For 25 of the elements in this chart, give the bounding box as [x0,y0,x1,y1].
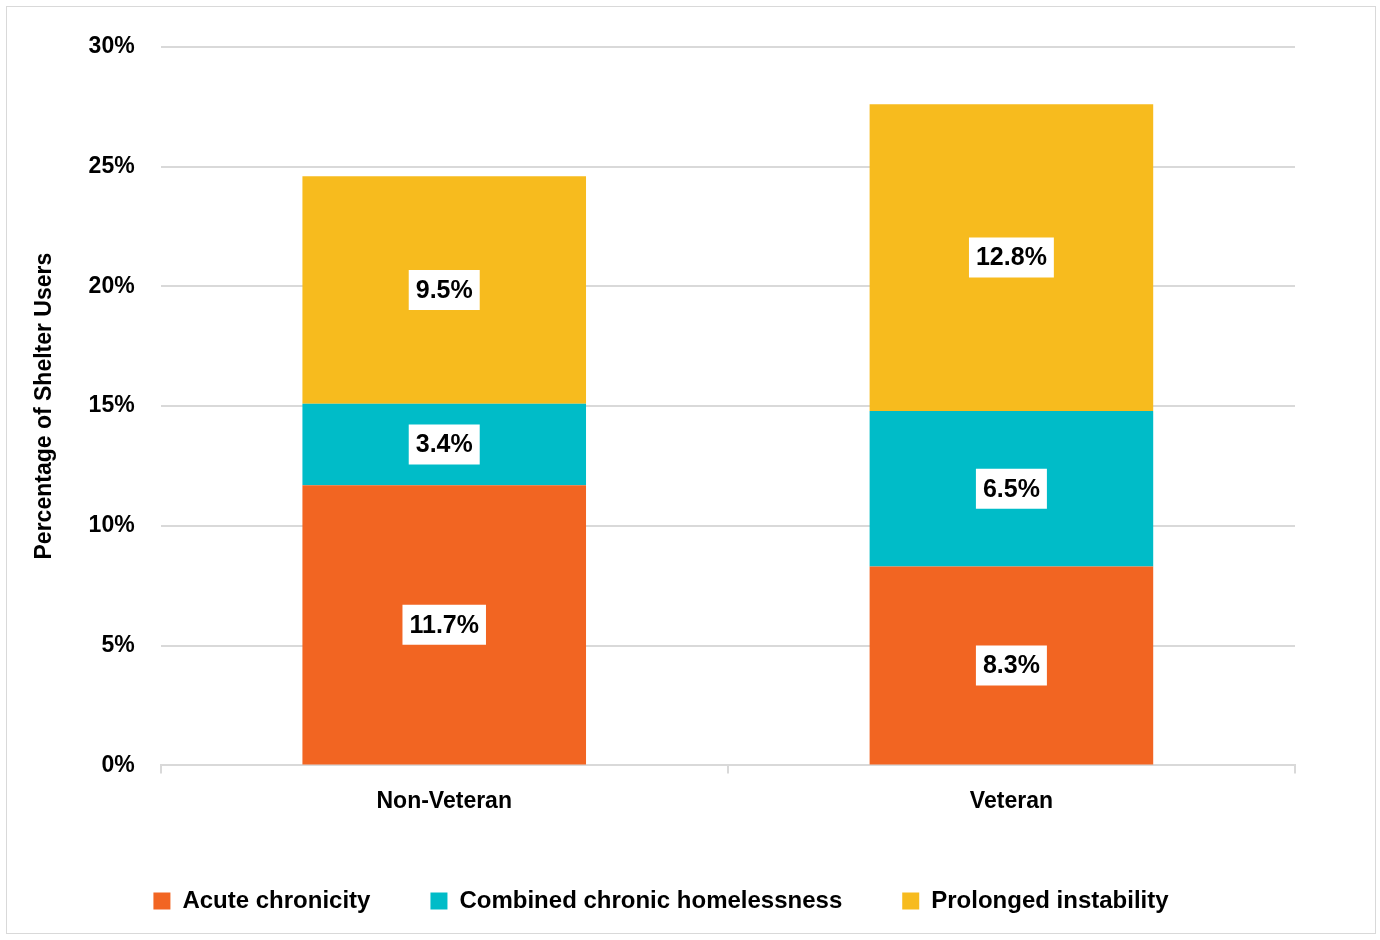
data-label: 12.8% [975,242,1047,271]
y-tick-label: 0% [101,750,135,777]
legend-label: Acute chronicity [182,885,372,913]
y-tick-label: 20% [88,271,135,298]
bar [869,410,1154,567]
x-tick-label: Non-Veteran [376,786,512,813]
bar [302,176,587,404]
y-axis-title: Percentage of Shelter Users [30,252,57,560]
y-tick-label: 10% [88,511,135,538]
y-tick-label: 30% [88,32,135,59]
x-tick-label: Veteran [969,786,1053,813]
data-label: 3.4% [415,429,473,458]
bar [869,104,1154,411]
y-tick-label: 25% [88,151,135,178]
legend-label: Combined chronic homelessness [459,885,843,913]
bar [869,566,1154,765]
legend-label: Prolonged instability [931,885,1170,913]
data-label: 11.7% [409,609,479,638]
data-label: 8.3% [982,650,1040,679]
bar [302,485,587,765]
y-tick-label: 5% [101,630,135,657]
bar [302,403,587,486]
data-label: 9.5% [415,274,473,303]
y-tick-label: 15% [88,391,135,418]
data-label: 6.5% [982,473,1040,502]
